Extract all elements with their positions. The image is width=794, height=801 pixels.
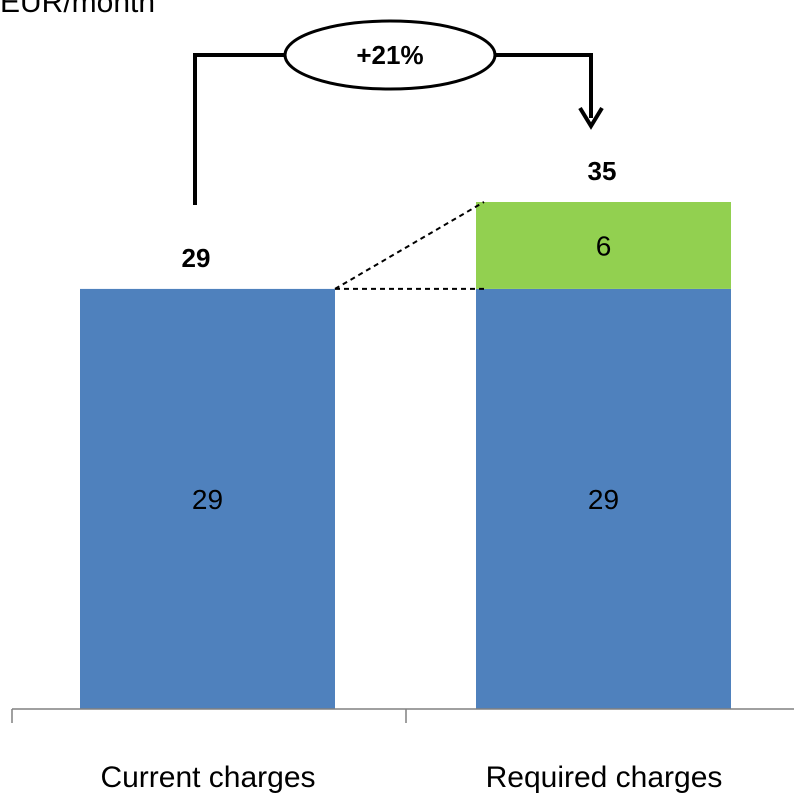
connector-line bbox=[334, 201, 485, 290]
bar-segment-1-0 bbox=[476, 288, 731, 709]
category-label: Current charges bbox=[100, 761, 315, 794]
growth-ellipse bbox=[283, 19, 497, 91]
growth-label: +21% bbox=[356, 40, 423, 70]
growth-bracket-left bbox=[193, 53, 285, 205]
bar-value-label: 29 bbox=[192, 484, 223, 515]
total-label: 29 bbox=[182, 243, 211, 273]
unit-label: EUR/month bbox=[0, 0, 156, 19]
bar-value-label: 6 bbox=[596, 230, 612, 261]
category-label: Required charges bbox=[486, 761, 723, 794]
growth-bracket-right bbox=[495, 53, 593, 118]
arrow-head-icon bbox=[578, 106, 604, 130]
bar-value-label: 29 bbox=[588, 484, 619, 515]
bar-segment-1-1 bbox=[476, 202, 731, 289]
total-label: 35 bbox=[588, 156, 617, 186]
bar-segment-0-0 bbox=[80, 288, 335, 709]
